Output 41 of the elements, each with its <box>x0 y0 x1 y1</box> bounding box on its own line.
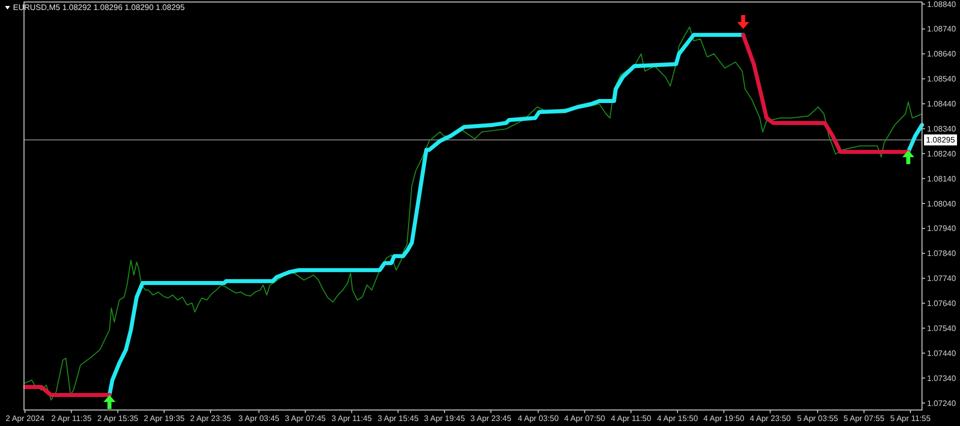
x-tick-label: 4 Apr 03:50 <box>518 414 560 423</box>
y-tick-label: 1.07640 <box>927 299 956 308</box>
x-tick-label: 3 Apr 07:45 <box>284 414 326 423</box>
y-tick-label: 1.07440 <box>927 348 956 358</box>
x-tick-label: 3 Apr 11:45 <box>332 414 372 423</box>
x-tick-label: 4 Apr 15:50 <box>656 414 698 423</box>
y-tick-label: 1.08040 <box>927 199 956 208</box>
x-tick-label: 5 Apr 11:55 <box>890 414 932 423</box>
x-tick-label: 4 Apr 23:50 <box>750 414 792 423</box>
y-tick-label: 1.08540 <box>927 74 956 84</box>
y-tick-label: 1.07340 <box>927 374 956 383</box>
y-tick-label: 1.08440 <box>927 100 956 109</box>
x-tick-label: 2 Apr 23:35 <box>190 414 232 423</box>
y-tick-label: 1.07840 <box>927 249 956 258</box>
y-tick-label: 1.07940 <box>927 224 956 234</box>
y-tick-label: 1.07240 <box>927 398 956 408</box>
ref-line-label: 1.08295 <box>926 136 956 145</box>
x-tick-label: 4 Apr 07:50 <box>564 414 606 423</box>
point <box>737 14 750 29</box>
x-tick-label: 3 Apr 03:45 <box>238 414 280 423</box>
y-tick-label: 1.08140 <box>927 174 956 184</box>
y-tick-label: 1.08340 <box>927 124 956 134</box>
y-tick-label: 1.07540 <box>927 324 956 333</box>
y-tick-label: 1.08640 <box>927 50 956 59</box>
y-tick-label: 1.08740 <box>927 24 956 34</box>
x-tick-label: 2 Apr 15:35 <box>97 414 139 423</box>
x-tick-label: 3 Apr 19:45 <box>424 414 466 423</box>
x-tick-label: 5 Apr 03:55 <box>797 414 839 423</box>
point <box>103 395 116 410</box>
x-tick-label: 3 Apr 15:45 <box>378 414 420 423</box>
y-tick-label: 1.07740 <box>927 274 956 284</box>
x-tick-label: 2 Apr 2024 <box>6 414 45 423</box>
y-tick-label: 1.08240 <box>927 149 956 158</box>
x-tick-label: 2 Apr 19:35 <box>144 414 186 423</box>
x-tick-label: 2 Apr 11:35 <box>51 414 92 423</box>
point <box>902 150 914 164</box>
x-tick-label: 3 Apr 23:45 <box>470 414 512 423</box>
x-tick-label: 4 Apr 19:50 <box>703 414 745 423</box>
y-tick-label: 1.08840 <box>927 0 956 9</box>
x-tick-label: 5 Apr 07:55 <box>844 414 886 423</box>
x-tick-label: 4 Apr 11:50 <box>610 414 652 423</box>
